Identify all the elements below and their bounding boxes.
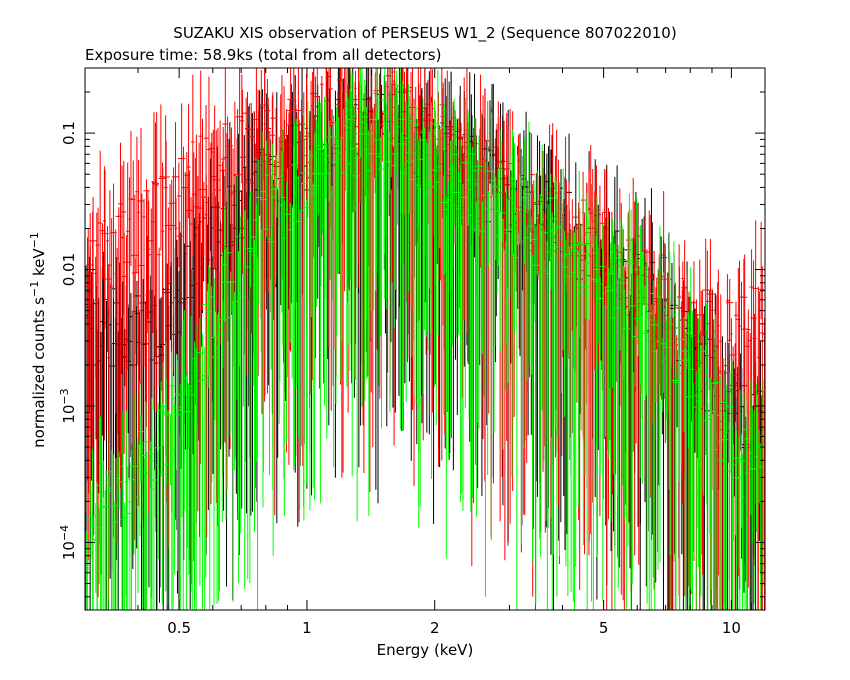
y-tick-base: 10 [60,405,78,424]
series-2 [85,68,765,610]
y-tick-base: 10 [60,541,78,560]
plot-frame [84,67,766,611]
y-tick-label: 0.01 [60,253,78,286]
chart-subtitle: Exposure time: 58.9ks (total from all de… [85,46,441,64]
plot-border [84,67,766,611]
y-axis-label: normalized counts s−1 keV−1 [28,232,48,448]
y-tick-label: 10−3 [58,388,78,423]
chart-title: SUZAKU XIS observation of PERSEUS W1_2 (… [173,24,676,43]
y-tick-exponent: −4 [58,525,71,541]
y-tick-label: 10−4 [58,525,78,560]
data-layer [85,68,766,610]
x-tick-label: 1 [302,619,312,637]
x-tick-label: 5 [599,619,609,637]
x-axis-label: Energy (keV) [377,641,474,659]
y-tick-exponent: −3 [58,388,71,404]
x-tick-label: 0.5 [167,619,191,637]
x-tick-label: 10 [722,619,741,637]
x-tick-label: 2 [430,619,440,637]
y-tick-label: 0.1 [60,121,78,145]
